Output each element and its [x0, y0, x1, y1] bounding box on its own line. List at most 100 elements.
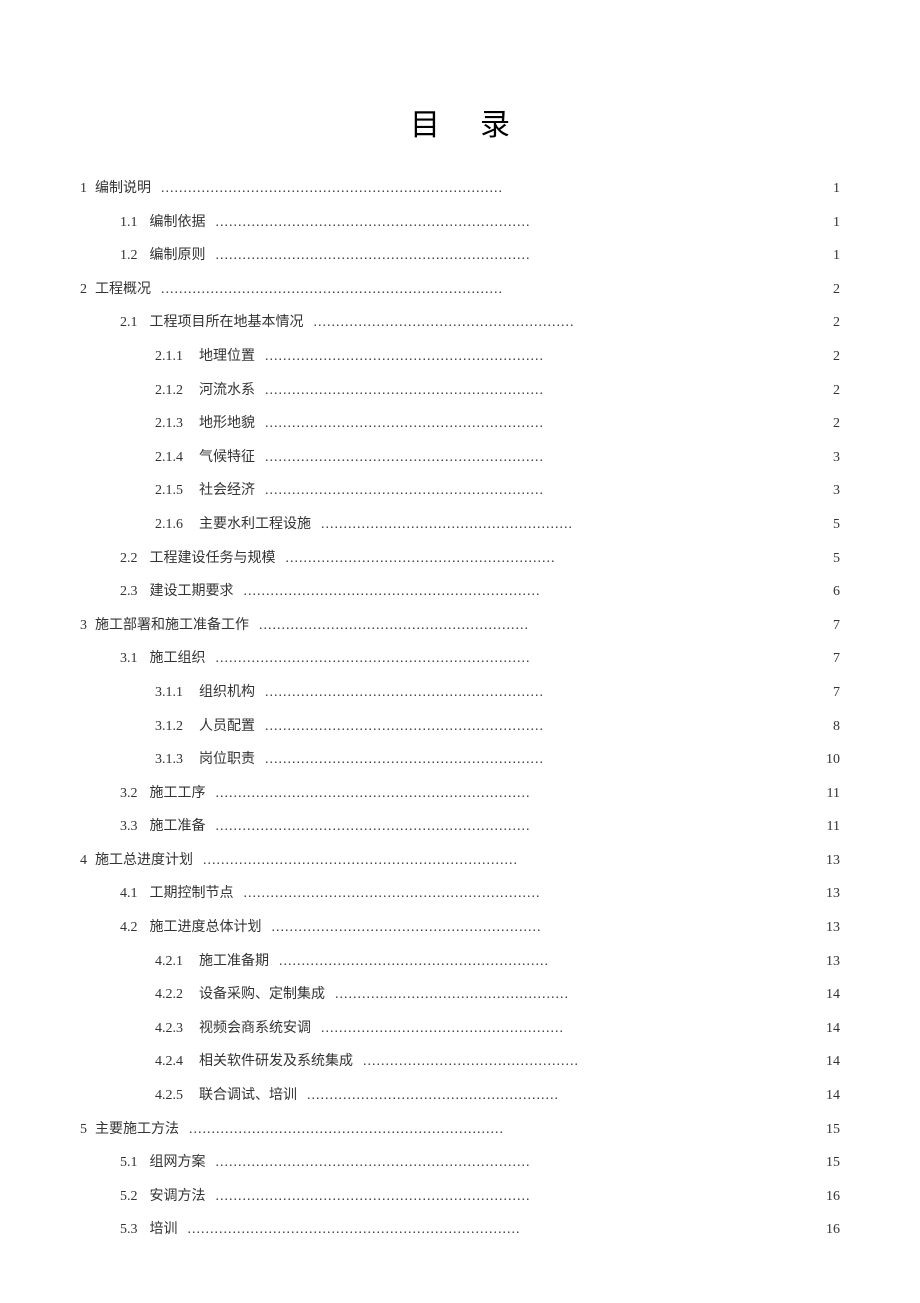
toc-number: 3.1.2 [155, 717, 183, 737]
toc-text: 施工总进度计划 [95, 851, 193, 871]
toc-row: 3.1.1组织机构...............................… [80, 683, 840, 703]
toc-number: 3.3 [120, 817, 138, 837]
toc-number: 4 [80, 851, 87, 871]
toc-text: 施工组织 [150, 649, 206, 669]
toc-leader-dots: ........................................… [244, 884, 541, 904]
toc-row: 2.2工程建设任务与规模............................… [80, 549, 840, 569]
toc-page-number: 13 [820, 952, 840, 972]
toc-text: 联合调试、培训 [199, 1086, 297, 1106]
toc-text: 河流水系 [199, 381, 255, 401]
toc-leader-dots: ........................................… [272, 918, 542, 938]
toc-page-number: 1 [820, 246, 840, 266]
toc-number: 2.2 [120, 549, 138, 569]
toc-leader-dots: ........................................… [189, 1120, 504, 1140]
toc-row: 2工程概况...................................… [80, 280, 840, 300]
toc-row: 3.1.2人员配置...............................… [80, 717, 840, 737]
toc-number: 4.2 [120, 918, 138, 938]
toc-row: 4.2.3视频会商系统安调...........................… [80, 1019, 840, 1039]
toc-text: 施工进度总体计划 [150, 918, 262, 938]
toc-number: 2.1.3 [155, 414, 183, 434]
toc-page-number: 16 [820, 1187, 840, 1207]
toc-text: 组织机构 [199, 683, 255, 703]
toc-text: 施工部署和施工准备工作 [95, 616, 249, 636]
toc-leader-dots: ........................................… [265, 381, 544, 401]
toc-number: 4.2.5 [155, 1086, 183, 1106]
toc-page-number: 2 [820, 313, 840, 333]
toc-number: 1.1 [120, 213, 138, 233]
toc-leader-dots: ........................................… [265, 750, 544, 770]
toc-number: 2.1.2 [155, 381, 183, 401]
toc-row: 2.1 工程项目所在地基本情况..........................… [80, 313, 840, 333]
toc-text: 安调方法 [150, 1187, 206, 1207]
toc-leader-dots: ........................................… [244, 582, 541, 602]
toc-text: 施工准备 [150, 817, 206, 837]
toc-page-number: 15 [820, 1153, 840, 1173]
toc-page-number: 7 [820, 683, 840, 703]
toc-number: 1.2 [120, 246, 138, 266]
toc-text: 设备采购、定制集成 [199, 985, 325, 1005]
toc-number: 4.2.1 [155, 952, 183, 972]
toc-number: 1 [80, 179, 87, 199]
toc-text: 地形地貌 [199, 414, 255, 434]
toc-row: 5.2安调方法.................................… [80, 1187, 840, 1207]
toc-leader-dots: ........................................… [314, 313, 575, 333]
toc-text: 施工准备期 [199, 952, 269, 972]
toc-page-number: 13 [820, 884, 840, 904]
toc-page-number: 3 [820, 448, 840, 468]
toc-leader-dots: ........................................… [216, 649, 531, 669]
toc-page-number: 2 [820, 414, 840, 434]
toc-number: 2.3 [120, 582, 138, 602]
toc-page-number: 14 [820, 1019, 840, 1039]
toc-leader-dots: ........................................… [279, 952, 549, 972]
toc-number: 2.1 [120, 313, 138, 333]
toc-row: 5.3培训...................................… [80, 1220, 840, 1240]
toc-page-number: 14 [820, 1086, 840, 1106]
toc-number: 2.1.4 [155, 448, 183, 468]
toc-page-number: 1 [820, 213, 840, 233]
toc-row: 2.3 建设工期要求...............................… [80, 582, 840, 602]
toc-row: 5主要施工方法.................................… [80, 1120, 840, 1140]
toc-row: 3.2施工工序.................................… [80, 784, 840, 804]
toc-text: 施工工序 [150, 784, 206, 804]
toc-row: 2.1.2 河流水系...............................… [80, 381, 840, 401]
toc-number: 3.1.3 [155, 750, 183, 770]
toc-leader-dots: ........................................… [188, 1220, 521, 1240]
toc-leader-dots: ........................................… [216, 1153, 531, 1173]
toc-number: 3.1.1 [155, 683, 183, 703]
toc-number: 3.2 [120, 784, 138, 804]
toc-number: 2.1.5 [155, 481, 183, 501]
toc-page-number: 13 [820, 918, 840, 938]
toc-text: 视频会商系统安调 [199, 1019, 311, 1039]
toc-leader-dots: ........................................… [307, 1086, 559, 1106]
toc-text: 编制说明 [95, 179, 151, 199]
toc-page-number: 2 [820, 381, 840, 401]
toc-leader-dots: ........................................… [265, 448, 544, 468]
toc-text: 地理位置 [199, 347, 255, 367]
toc-row: 3.3施工准备.................................… [80, 817, 840, 837]
toc-page-number: 2 [820, 280, 840, 300]
table-of-contents: 1 编制说明...................................… [80, 179, 840, 1240]
toc-text: 组网方案 [150, 1153, 206, 1173]
toc-text: 岗位职责 [199, 750, 255, 770]
toc-text: 主要施工方法 [95, 1120, 179, 1140]
toc-page-number: 5 [820, 515, 840, 535]
toc-page-number: 10 [820, 750, 840, 770]
toc-text: 主要水利工程设施 [199, 515, 311, 535]
toc-number: 4.2.2 [155, 985, 183, 1005]
toc-number: 3 [80, 616, 87, 636]
toc-leader-dots: ........................................… [363, 1052, 579, 1072]
toc-page-number: 7 [820, 616, 840, 636]
toc-page-number: 6 [820, 582, 840, 602]
toc-page-number: 11 [820, 817, 840, 837]
toc-leader-dots: ........................................… [216, 213, 531, 233]
page-title: 目录 [80, 100, 840, 144]
toc-text: 工程项目所在地基本情况 [150, 313, 304, 333]
toc-text: 培训 [150, 1220, 178, 1240]
toc-text: 建设工期要求 [150, 582, 234, 602]
toc-leader-dots: ........................................… [216, 246, 531, 266]
toc-row: 4.1工期控制节点...............................… [80, 884, 840, 904]
toc-text: 气候特征 [199, 448, 255, 468]
toc-leader-dots: ........................................… [286, 549, 556, 569]
toc-leader-dots: ........................................… [265, 481, 544, 501]
toc-row: 4.2.4相关软件研发及系统集成........................… [80, 1052, 840, 1072]
